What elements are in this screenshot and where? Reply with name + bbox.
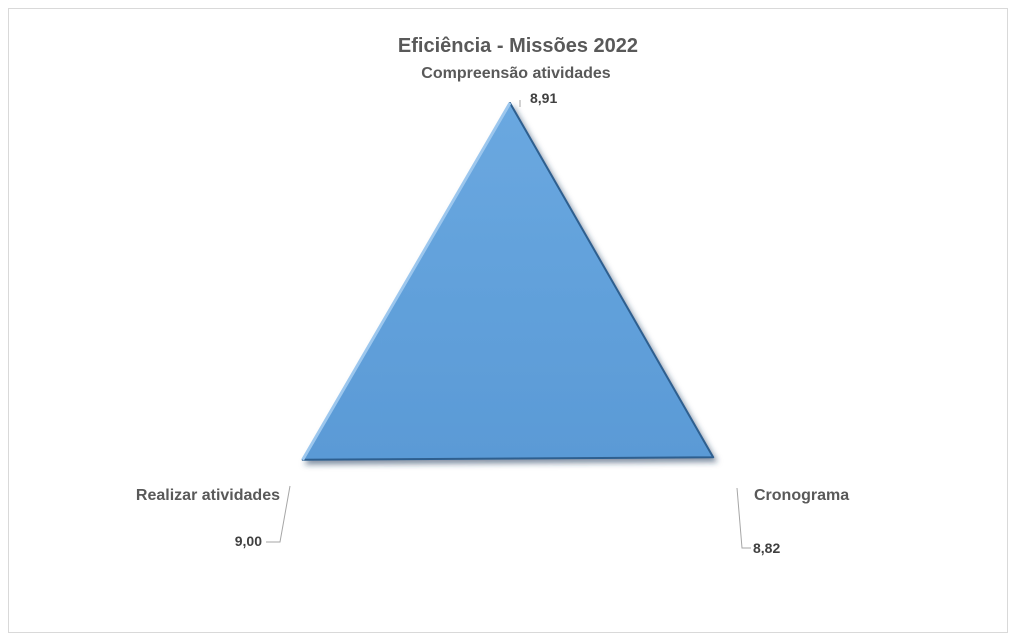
radar-area-series [301, 101, 715, 461]
category-label-1: Cronograma [754, 487, 849, 504]
data-label-1: 8,82 [753, 540, 780, 556]
leader-line-2 [266, 485, 291, 543]
radar-area-highlight [301, 102, 512, 461]
chart-title: Eficiência - Missões 2022 [398, 35, 638, 57]
category-label-2: Realizar atividades [136, 487, 280, 504]
leader-line-1 [736, 487, 751, 549]
data-label-2: 9,00 [235, 533, 262, 549]
data-label-0: 8,91 [530, 90, 557, 106]
category-label-0: Compreensão atividades [421, 65, 611, 82]
